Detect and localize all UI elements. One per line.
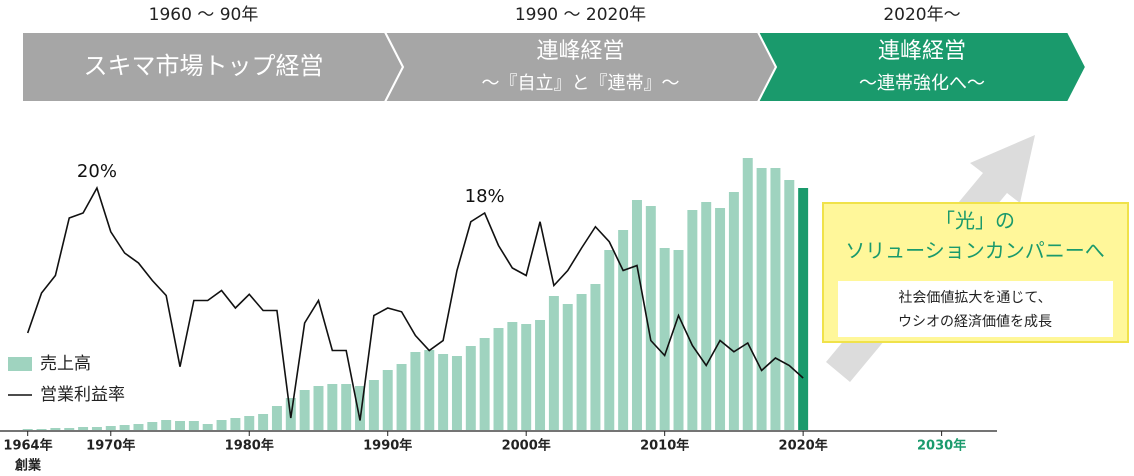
sales-bar	[50, 428, 61, 430]
sales-bar	[36, 429, 47, 430]
value-label: 18%	[465, 186, 505, 207]
sales-bar	[438, 354, 449, 430]
sales-bar	[493, 328, 504, 430]
sales-bar	[271, 406, 282, 430]
sales-bar	[756, 168, 767, 430]
value-label: 20%	[77, 161, 117, 182]
sales-bar	[645, 206, 656, 430]
founding-label: 創業	[14, 458, 42, 474]
sales-bar	[355, 386, 366, 430]
phase-period: 2020年～	[883, 5, 960, 25]
sales-bar	[687, 210, 698, 430]
callout-heading: ソリューションカンパニーへ	[845, 239, 1105, 263]
sales-bar	[175, 421, 185, 430]
phase-title: 連峰経営	[536, 39, 624, 64]
margin-line	[26, 185, 804, 421]
phase-chevron	[756, 31, 1088, 103]
x-tick-label: 2010年	[640, 438, 689, 454]
sales-bar	[244, 416, 255, 430]
phase-period: 1990 ～ 2020年	[515, 5, 646, 25]
sales-bar	[368, 380, 379, 430]
sales-bar	[313, 386, 324, 430]
sales-bar	[784, 180, 795, 430]
sales-bar	[327, 384, 338, 430]
x-tick-label: 2020年	[779, 438, 828, 454]
sales-bar	[451, 356, 462, 430]
x-tick-label: 1990年	[363, 438, 412, 454]
sales-bar	[548, 296, 559, 430]
sales-bar	[521, 324, 532, 430]
phase-period: 1960 ～ 90年	[149, 5, 259, 25]
x-tick-label: 1970年	[86, 438, 135, 454]
sales-bar	[535, 320, 546, 430]
legend-swatch	[8, 357, 32, 371]
sales-bar	[673, 250, 684, 430]
sales-bar	[91, 427, 102, 430]
callout-body: 社会価値拡大を通じて、	[898, 290, 1051, 306]
sales-bar	[659, 248, 670, 430]
x-tick-label: 1964年	[3, 438, 52, 454]
sales-bar	[78, 427, 89, 430]
sales-bar	[382, 370, 393, 430]
sales-bar	[230, 418, 241, 430]
sales-bar	[742, 158, 753, 430]
sales-bar	[299, 390, 310, 430]
x-tick-label: 2030年	[917, 438, 966, 454]
sales-bar	[618, 230, 629, 430]
phase-title: 連峰経営	[878, 39, 966, 64]
sales-bar	[105, 426, 116, 430]
sales-bar	[576, 294, 587, 430]
sales-bar	[507, 322, 518, 430]
phase-subtitle: ～連帯強化へ～	[859, 73, 985, 94]
sales-bar	[147, 422, 158, 430]
sales-bar	[202, 424, 213, 430]
sales-bar	[701, 202, 712, 430]
sales-bar	[590, 284, 601, 430]
legend-label: 営業利益率	[40, 385, 125, 405]
sales-bar	[465, 346, 476, 430]
sales-bar	[770, 168, 781, 430]
sales-bar	[133, 424, 144, 430]
sales-bar	[728, 192, 739, 430]
callout-body: ウシオの経済価値を成長	[898, 314, 1052, 330]
sales-bar	[562, 304, 573, 430]
sales-bar	[479, 338, 490, 430]
callout-body-box	[838, 281, 1113, 337]
sales-bar	[631, 200, 642, 430]
sales-bar	[341, 384, 352, 430]
sales-bar	[604, 250, 615, 430]
x-tick-label: 2000年	[502, 438, 551, 454]
phase-title: スキマ市場トップ経営	[84, 52, 324, 80]
callout-heading: 「光」の	[935, 209, 1015, 233]
sales-bar	[119, 425, 130, 430]
sales-bar	[64, 428, 75, 430]
sales-bar	[424, 350, 435, 430]
sales-bar	[22, 429, 33, 430]
sales-bar	[715, 208, 726, 430]
sales-bar	[798, 188, 809, 430]
legend-label: 売上高	[40, 354, 91, 374]
phase-subtitle: ～『自立』と『連帯』～	[482, 73, 680, 94]
sales-bar	[396, 364, 407, 430]
sales-bar	[410, 352, 421, 430]
sales-bar	[216, 420, 227, 430]
sales-bar	[161, 420, 172, 430]
x-tick-label: 1980年	[225, 438, 274, 454]
sales-bar	[258, 414, 269, 430]
sales-bar	[188, 421, 199, 430]
